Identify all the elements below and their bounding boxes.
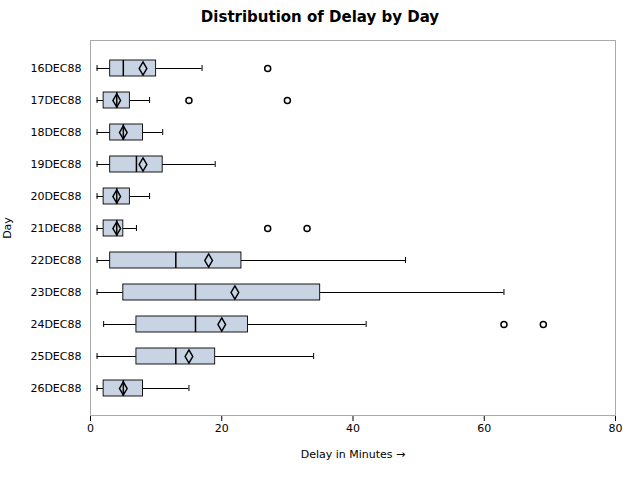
svg-text:40: 40 — [346, 422, 360, 435]
svg-text:26DEC88: 26DEC88 — [30, 382, 81, 395]
svg-text:20DEC88: 20DEC88 — [30, 190, 81, 203]
svg-text:Day: Day — [1, 217, 14, 239]
svg-text:80: 80 — [609, 422, 623, 435]
svg-text:Delay in Minutes →: Delay in Minutes → — [301, 448, 406, 461]
svg-text:25DEC88: 25DEC88 — [30, 350, 81, 363]
svg-text:24DEC88: 24DEC88 — [30, 318, 81, 331]
svg-text:17DEC88: 17DEC88 — [30, 94, 81, 107]
svg-text:23DEC88: 23DEC88 — [30, 286, 81, 299]
svg-text:18DEC88: 18DEC88 — [30, 126, 81, 139]
svg-text:19DEC88: 19DEC88 — [30, 158, 81, 171]
svg-text:60: 60 — [477, 422, 491, 435]
svg-text:0: 0 — [87, 422, 94, 435]
svg-text:16DEC88: 16DEC88 — [30, 62, 81, 75]
html-text:Distribution of Delay by Day: Distribution of Delay by Day — [200, 8, 440, 26]
svg-text:22DEC88: 22DEC88 — [30, 254, 81, 267]
svg-text:20: 20 — [215, 422, 229, 435]
svg-text:21DEC88: 21DEC88 — [30, 222, 81, 235]
